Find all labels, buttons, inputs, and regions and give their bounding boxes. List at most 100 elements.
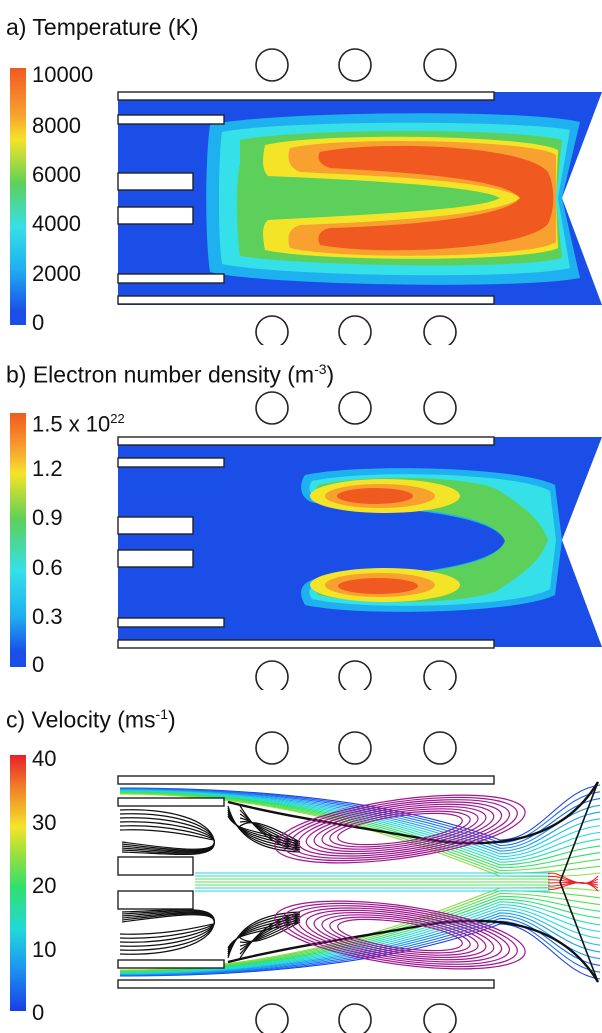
streamline-bottom (119, 895, 601, 972)
title-end: ) (326, 361, 335, 388)
colorbar-tick-top: 1.5 x 1022 (32, 408, 125, 435)
streamline-bottom (119, 923, 601, 980)
coil-circle (338, 391, 372, 425)
panel-temperature: a) Temperature (K) 10000 8000 6000 4000 … (0, 0, 602, 345)
panel-title-velocity: c) Velocity (ms-1) (6, 706, 176, 734)
streamline-top (119, 784, 601, 841)
recirculation-loop-bottom (297, 907, 503, 963)
colorbar-tick: 10000 (32, 62, 94, 87)
coil-circle (338, 660, 372, 690)
colorbar-tick: 1.2 (32, 456, 63, 481)
panel-electron-density: b) Electron number density (m-3) 1.5 x 1… (0, 345, 602, 690)
colorbar-tick: 4000 (32, 211, 81, 236)
coil-circle (255, 1003, 289, 1033)
coil-circle (255, 48, 289, 82)
streamline-nozzle (547, 882, 599, 886)
streamline-nozzle (547, 875, 599, 884)
coil-circle (423, 315, 457, 345)
recirculation-loop-bottom (329, 916, 471, 954)
streamline-bottom (119, 917, 601, 976)
inner-injector-bottom (117, 549, 194, 568)
colorbar-electron-density (10, 413, 26, 667)
colorbar-temperature (10, 68, 26, 325)
top-wall (117, 436, 495, 446)
tick-sup: 22 (110, 411, 125, 426)
title-end: ) (167, 706, 176, 733)
streamline-top (119, 792, 601, 874)
bottom-wall (117, 979, 495, 989)
title-main: b) Electron number density (m (6, 361, 315, 388)
top-wall (117, 775, 495, 785)
tick-main: 1.5 x 10 (32, 411, 111, 437)
streamline-nozzle (547, 879, 599, 884)
coil-group (255, 731, 457, 1033)
outer-injector-bottom (117, 959, 225, 969)
recirculation-loop-bottom (282, 902, 518, 968)
coil-circle (255, 391, 289, 425)
coil-circle (338, 1003, 372, 1033)
velocity-streamlines (117, 731, 601, 1033)
colorbar-tick: 40 (32, 746, 57, 771)
temperature-field (117, 48, 602, 345)
colorbar-tick: 10 (32, 937, 57, 962)
recirculation-loop-bottom (290, 905, 510, 965)
coil-group (255, 391, 457, 690)
panel-velocity: c) Velocity (ms-1) 40 30 20 10 0 (0, 690, 602, 1033)
outer-injector-bottom (117, 273, 225, 284)
outer-injector-top (117, 114, 225, 125)
bottom-wall (117, 639, 495, 649)
colorbar-velocity (10, 755, 26, 1011)
recirculation-loop-top (274, 794, 526, 864)
colorbar-tick: 0 (32, 652, 45, 677)
streamline-bottom (119, 909, 601, 975)
top-wall (117, 91, 495, 101)
inner-injector-bottom (117, 206, 194, 225)
colorbar-tick: 6000 (32, 162, 81, 187)
colorbar-tick: 0.3 (32, 604, 63, 629)
streamline-nozzle (547, 881, 599, 892)
recirculation-loop-top (305, 803, 495, 855)
streamline-bottom (119, 906, 601, 974)
separatrix-top (227, 781, 600, 845)
streamline-bottom (119, 890, 601, 972)
recirculation-loop-top (313, 805, 487, 853)
coil-circle (423, 731, 457, 765)
streamline-bottom (119, 887, 601, 971)
colorbar-tick: 0 (32, 1000, 45, 1025)
recirculation-loop-bottom (305, 909, 495, 961)
recirculation-loop-top (337, 812, 463, 846)
recirculation-loop-top (290, 799, 510, 859)
coil-circle (423, 1003, 457, 1033)
contour-0.8 (316, 477, 548, 603)
bottom-wall (117, 295, 495, 305)
vortex-top (119, 829, 215, 850)
recirculation-loop-bottom (337, 918, 463, 952)
coil-circle (338, 48, 372, 82)
streamline-nozzle (547, 882, 599, 889)
streamline-bottom (119, 912, 601, 975)
colorbar-tick: 8000 (32, 113, 81, 138)
contour-1.5-bottom (338, 578, 418, 594)
contour-1.5-top (337, 488, 413, 504)
streamline-nozzle (547, 872, 599, 884)
panel-title-temperature: a) Temperature (K) (6, 14, 199, 40)
outer-injector-bottom (117, 617, 225, 628)
coil-circle (423, 660, 457, 690)
recirculation-loop-top (321, 808, 479, 850)
streamline-top (119, 793, 601, 877)
coil-circle (255, 660, 289, 690)
nozzle-edge-bottom (559, 881, 599, 983)
recirculation-loop-top (297, 801, 503, 857)
recirculation-loop-bottom (321, 914, 479, 956)
separatrix-bottom (227, 919, 600, 983)
outer-injector-top (117, 797, 225, 807)
contour-10000 (318, 145, 554, 251)
colorbar-tick: 0.6 (32, 555, 63, 580)
colorbar-tick: 0 (32, 310, 45, 335)
recirculation-loop-top (329, 810, 471, 848)
coil-circle (423, 391, 457, 425)
streamline-bottom (119, 892, 601, 972)
coil-circle (255, 315, 289, 345)
coil-group (255, 48, 457, 345)
title-main: c) Velocity (ms (6, 706, 156, 733)
